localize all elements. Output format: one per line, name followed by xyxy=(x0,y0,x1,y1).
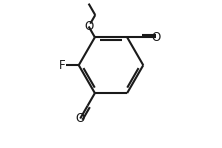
Text: O: O xyxy=(75,112,85,125)
Text: O: O xyxy=(84,20,93,33)
Text: O: O xyxy=(152,31,161,44)
Text: F: F xyxy=(59,59,65,72)
